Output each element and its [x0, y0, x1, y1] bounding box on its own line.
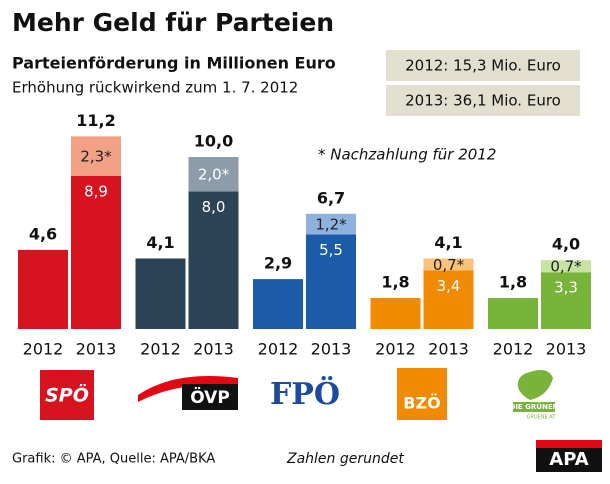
x-tick-label: 2012 — [493, 340, 534, 359]
total-label: 11,2 — [76, 111, 115, 130]
total-label: 4,0 — [552, 235, 580, 254]
brand-bar — [536, 440, 602, 448]
bar — [370, 298, 421, 329]
value-label: 1,8 — [499, 273, 527, 292]
logo-gruene — [513, 402, 555, 412]
logo-text: ÖVP — [190, 386, 230, 408]
x-tick-label: 2013 — [193, 340, 234, 359]
total-label: 10,0 — [194, 132, 233, 151]
bar — [18, 249, 68, 329]
bar-segment — [188, 157, 239, 192]
annotation: * Nachzahlung für 2012 — [318, 146, 496, 164]
logo-text: FPÖ — [270, 375, 340, 412]
bar — [306, 234, 356, 329]
logo-subtext: GRUENE.AT — [527, 415, 557, 421]
x-tick-label: 2012 — [375, 340, 416, 359]
logo-bzo — [397, 368, 447, 420]
logo-ovp — [182, 384, 238, 410]
subtitle: Parteienförderung in Millionen Euro — [12, 54, 336, 73]
value-label: 1,8 — [381, 273, 409, 292]
x-tick-label: 2013 — [428, 340, 469, 359]
source: Grafik: © APA, Quelle: APA/BKA — [12, 452, 215, 467]
bar-segment — [423, 258, 474, 271]
logo-spo — [40, 370, 94, 420]
value-label: 2,0* — [198, 166, 230, 184]
note: Erhöhung rückwirkend zum 1. 7. 2012 — [12, 79, 298, 97]
value-label: 2,9 — [264, 254, 292, 273]
logo-text: DIE GRÜNEN — [510, 402, 559, 411]
bar — [253, 279, 303, 329]
summary-text: 2013: 36,1 Mio. Euro — [405, 92, 561, 110]
summary-box — [386, 50, 580, 81]
brand: APA — [549, 449, 588, 470]
value-label: 4,6 — [29, 224, 57, 243]
x-tick-label: 2013 — [311, 340, 352, 359]
value-label: 3,4 — [437, 277, 461, 295]
total-label: 4,1 — [434, 233, 462, 252]
value-label: 4,1 — [146, 233, 174, 252]
bar — [541, 272, 591, 329]
value-label: 8,9 — [84, 182, 108, 200]
x-tick-label: 2012 — [23, 340, 64, 359]
x-tick-label: 2013 — [76, 340, 117, 359]
summary-text: 2012: 15,3 Mio. Euro — [405, 57, 561, 75]
total-label: 6,7 — [317, 188, 345, 207]
x-tick-label: 2013 — [546, 340, 587, 359]
bar — [71, 175, 121, 329]
value-label: 2,3* — [80, 148, 112, 166]
bar — [488, 298, 538, 329]
bar — [135, 258, 186, 329]
brand-box — [536, 448, 602, 472]
value-label: 0,7* — [433, 256, 465, 274]
logo-text: BZÖ — [403, 394, 440, 413]
value-label: 3,3 — [554, 279, 578, 297]
value-label: 0,7* — [550, 258, 582, 276]
chart-title: Mehr Geld für Parteien — [12, 8, 334, 37]
logo-gruene-mark — [517, 370, 553, 400]
footnote: Zahlen gerundet — [286, 451, 404, 467]
bar-segment — [306, 213, 356, 235]
value-label: 5,5 — [319, 241, 343, 259]
value-label: 1,2* — [315, 216, 347, 234]
logo-ovp-swoosh — [138, 376, 238, 402]
x-tick-label: 2012 — [258, 340, 299, 359]
bar — [423, 270, 474, 329]
bar — [188, 191, 239, 329]
logo-text: SPÖ — [45, 383, 89, 407]
bar-segment — [71, 136, 121, 176]
value-label: 8,0 — [202, 198, 226, 216]
bar-segment — [541, 260, 591, 273]
summary-box — [386, 85, 580, 116]
x-tick-label: 2012 — [140, 340, 181, 359]
